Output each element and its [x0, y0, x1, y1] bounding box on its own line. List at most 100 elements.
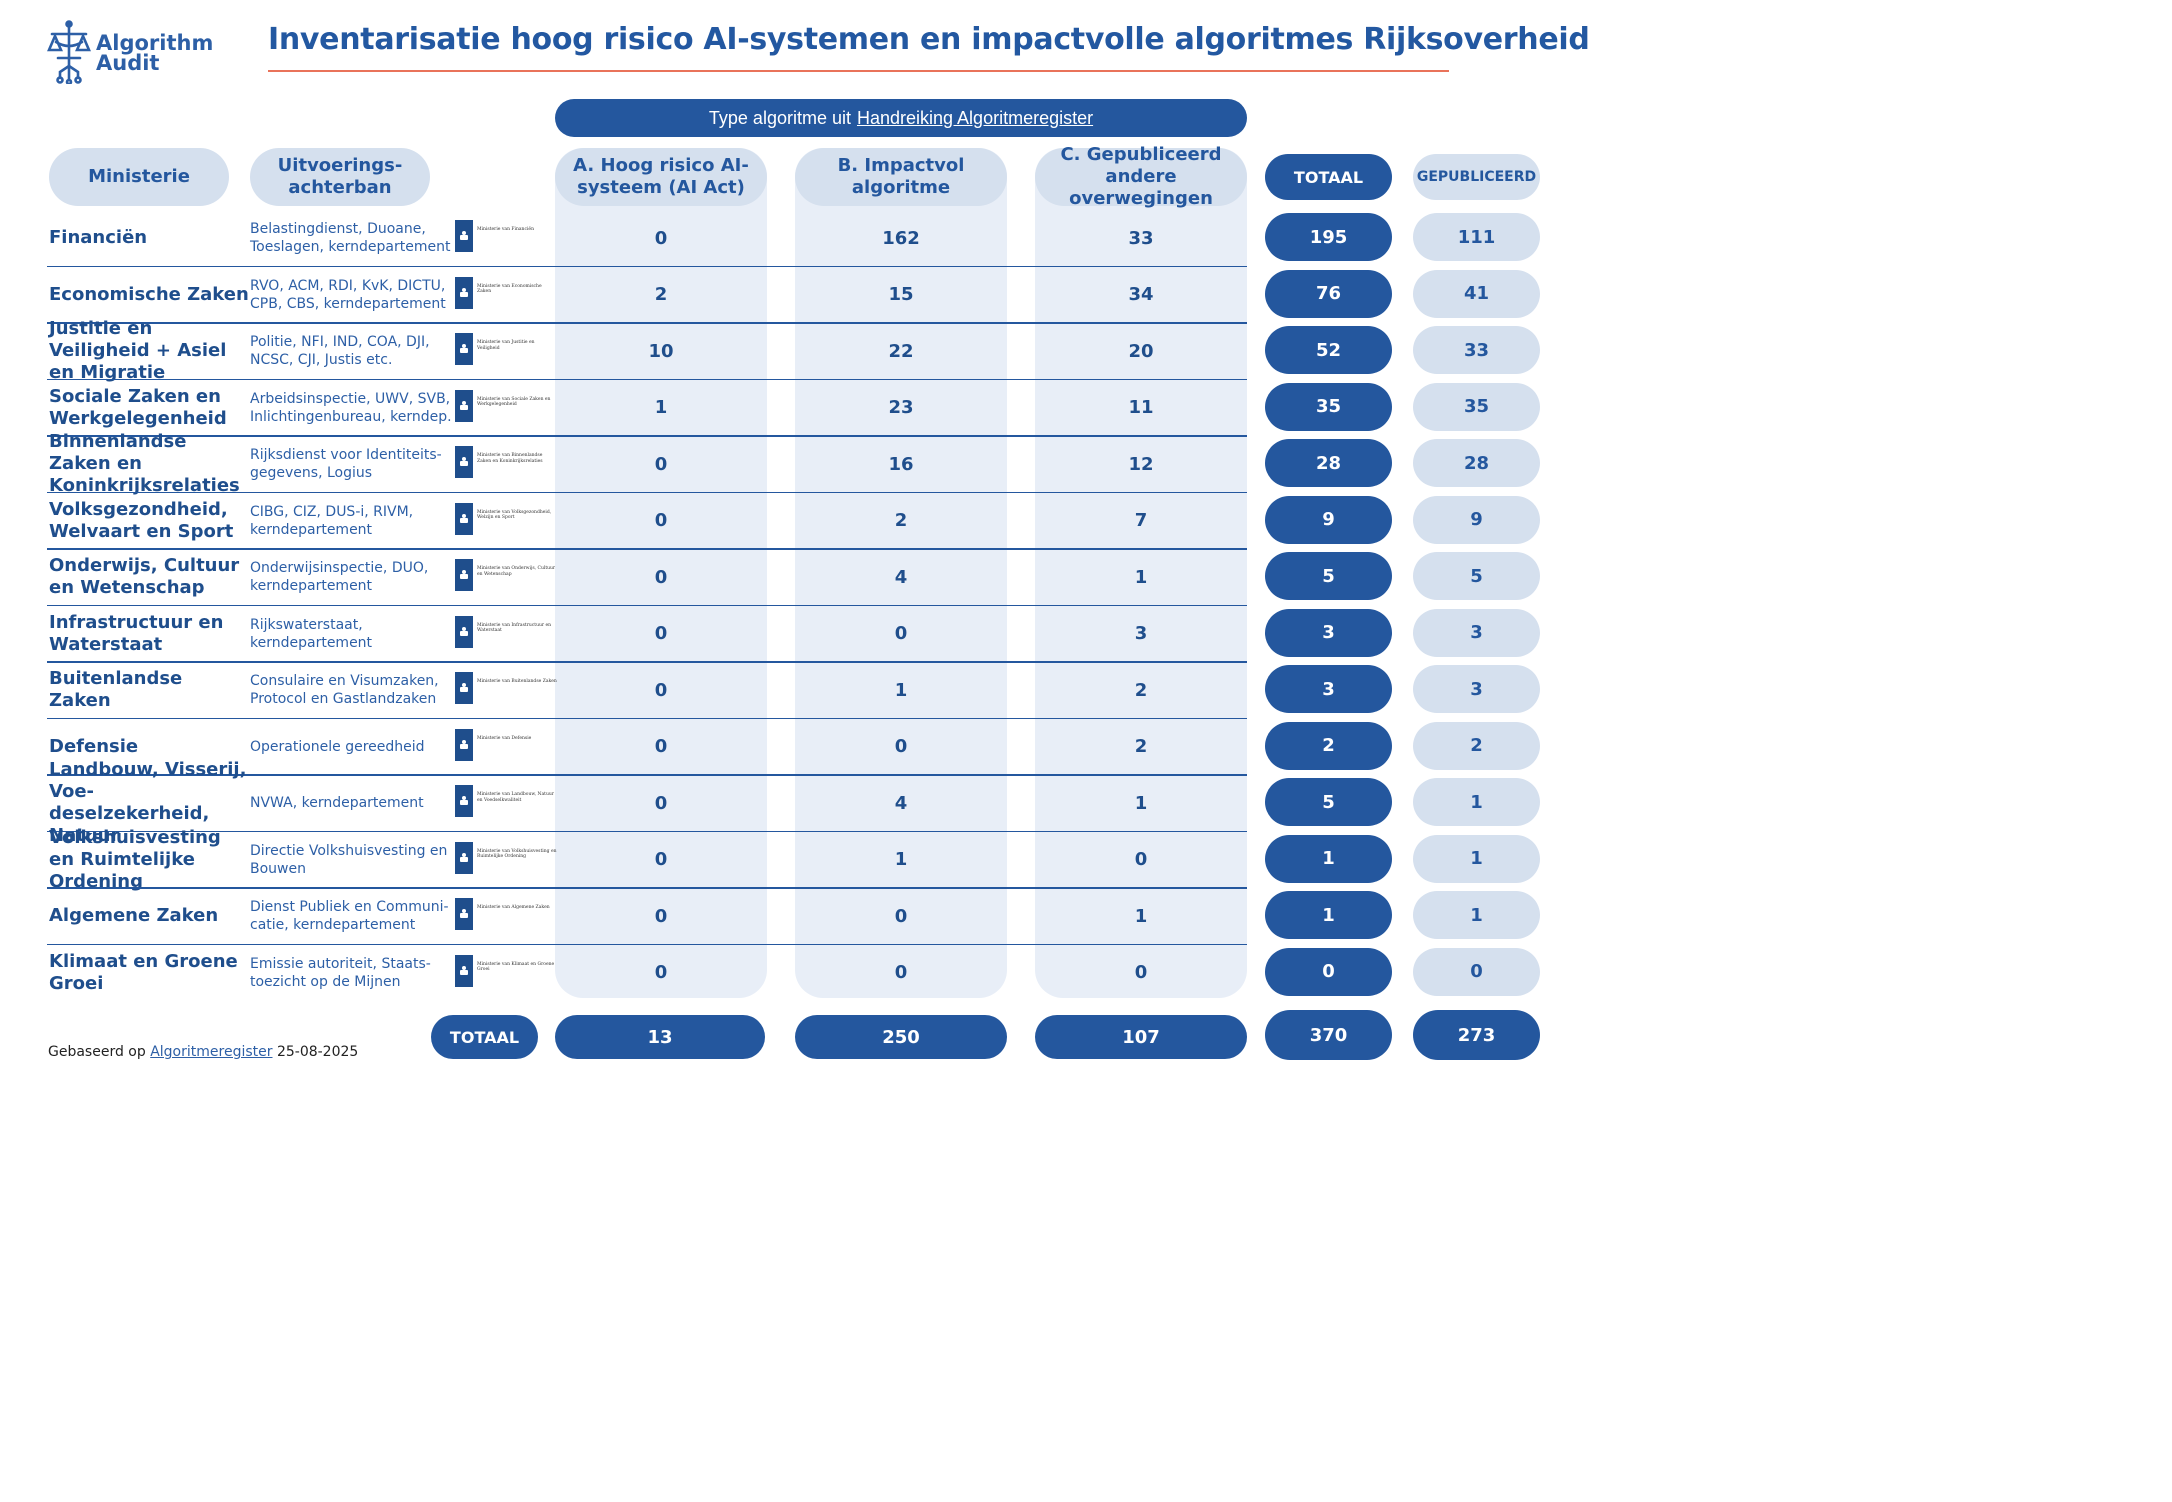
- footnote: Gebaseerd op Algoritmeregister 25-08-202…: [48, 1044, 358, 1060]
- rijkslint-crest-icon: [455, 898, 473, 930]
- total-totaal: 370: [1265, 1010, 1392, 1060]
- header-gepubliceerd: GEPUBLICEERD: [1413, 154, 1540, 200]
- uitvoering-text: Rijksdienst voor Identiteits-gegevens, L…: [250, 447, 442, 481]
- logo-line2: Audit: [96, 51, 160, 75]
- uitvoering-text: Politie, NFI, IND, COA, DJI, NCSC, CJI, …: [250, 334, 430, 368]
- rijkslint-crest-icon: [455, 672, 473, 704]
- ministry-name: Justitie en Veiligheid + Asiel en Migrat…: [49, 318, 227, 383]
- ministry-name: Landbouw, Visserij, Voe-deselzekerheid, …: [49, 759, 247, 846]
- header-ministerie: Ministerie: [49, 148, 229, 206]
- type-banner-prefix: Type algoritme uit: [708, 107, 851, 128]
- ministry-logo-name: Ministerie van Defensie: [477, 735, 532, 741]
- value-col-a: 0: [654, 962, 668, 983]
- ministry-logo-name: Ministerie van Economische Zaken: [477, 283, 542, 295]
- value-col-c: 34: [1128, 284, 1154, 305]
- value-col-c: 20: [1128, 340, 1154, 362]
- value-col-b: 0: [894, 905, 908, 927]
- row-divider: [47, 322, 1247, 324]
- table-row: Volkshuisvesting en Ruimtelijke Ordening…: [47, 826, 1247, 892]
- value-col-c: 33: [1128, 227, 1154, 249]
- uitvoering-text: Operationele gereedheid: [250, 738, 425, 755]
- total-gepubliceerd: 273: [1413, 1010, 1540, 1060]
- value-col-a: 0: [654, 679, 668, 701]
- table-row: Defensie Operationele gereedheid Ministeri…: [47, 719, 1247, 775]
- handreiking-link[interactable]: Handreiking Algoritmeregister: [856, 107, 1094, 128]
- row-divider: [47, 774, 1247, 776]
- row-totaal: 3: [1265, 665, 1392, 713]
- ministry-name: Volkshuisvesting en Ruimtelijke Ordening: [49, 826, 221, 892]
- ministry-logo: Ministerie van Buitenlandse Zaken: [455, 672, 557, 704]
- value-col-a: 1: [654, 397, 668, 418]
- value-col-b: 1: [894, 679, 908, 701]
- algoritmeregister-link[interactable]: Algoritmeregister: [150, 1044, 273, 1060]
- value-col-b: 23: [888, 397, 914, 418]
- ministry-logo: Ministerie van Defensie: [455, 728, 555, 761]
- ministry-name: Onderwijs, Cultuur en Wetenschap: [49, 555, 240, 598]
- ministry-logo-name: Ministerie van Klimaat en Groene Groei: [477, 961, 555, 973]
- total-col-b: 250: [795, 1015, 1007, 1059]
- uitvoering-text: NVWA, kerndepartement: [250, 795, 424, 811]
- table-row: Buitenlandse Zaken Consulaire en Visumzak…: [47, 662, 1247, 718]
- row-totaal: 5: [1265, 778, 1392, 826]
- value-col-b: 16: [888, 453, 914, 475]
- rijkslint-crest-icon: [455, 954, 473, 987]
- table-row: Onderwijs, Cultuur en Wetenschap Onderwij…: [47, 549, 1247, 605]
- row-gepubliceerd: 9: [1413, 495, 1540, 544]
- column-a-background: [555, 148, 767, 998]
- ministry-logo-name: Ministerie van Volkshuisvesting en Ruimt…: [477, 848, 557, 860]
- rijkslint-crest-icon: [455, 333, 473, 365]
- uitvoering-text: Belastingdienst, Duoane, Toeslagen, kern…: [250, 221, 451, 255]
- value-col-a: 0: [654, 227, 668, 249]
- type-algoritme-banner: Type algoritme uit Handreiking Algoritme…: [555, 99, 1247, 137]
- value-col-a: 0: [654, 453, 668, 475]
- row-totaal: 52: [1265, 326, 1392, 374]
- value-col-a: 0: [654, 566, 668, 588]
- footnote-prefix: Gebaseerd op: [48, 1044, 146, 1060]
- value-col-a: 10: [648, 340, 674, 362]
- ministry-logo-name: Ministerie van Buitenlandse Zaken: [477, 679, 557, 684]
- ministry-logo-name: Ministerie van Algemene Zaken: [477, 905, 550, 910]
- row-totaal: 76: [1265, 269, 1392, 318]
- table-row: Landbouw, Visserij, Voe-deselzekerheid, …: [47, 759, 1247, 846]
- row-divider: [47, 830, 1247, 832]
- header-col-c: C. Gepubliceerd andere overwegingen: [1035, 144, 1247, 209]
- table-row: Sociale Zaken en Werkgelegenheid Arbeidsi…: [47, 380, 1247, 436]
- ministry-name: Algemene Zaken: [49, 905, 219, 926]
- rijkslint-crest-icon: [455, 502, 473, 535]
- ministry-name: Klimaat en Groene Groei: [49, 950, 238, 994]
- rijkslint-crest-icon: [455, 559, 473, 591]
- rijkslint-crest-icon: [455, 841, 473, 874]
- row-gepubliceerd: 41: [1413, 269, 1540, 318]
- row-gepubliceerd: 3: [1413, 608, 1540, 657]
- row-totaal: 35: [1265, 382, 1392, 431]
- rijkslint-crest-icon: [455, 615, 473, 648]
- uitvoering-text: Directie Volkshuisvesting en Bouwen: [250, 842, 448, 877]
- value-col-b: 22: [888, 340, 914, 362]
- rijkslint-crest-icon: [455, 389, 473, 422]
- table-row: Binnenlandse Zaken en Koninkrijksrelatie…: [47, 431, 1247, 496]
- value-col-b: 4: [894, 792, 908, 814]
- ministry-logo-name: Ministerie van Volksgezondheid, Welzijn …: [477, 509, 552, 521]
- uitvoering-text: Emissie autoriteit, Staats-toezicht op d…: [250, 955, 431, 990]
- value-col-a: 0: [654, 736, 668, 757]
- value-col-a: 0: [654, 792, 668, 814]
- table-row: Klimaat en Groene Groei Emissie autoritei…: [47, 945, 1247, 1001]
- ministry-logo: Ministerie van Binnenlandse Zaken en Kon…: [455, 446, 555, 478]
- column-b-background: [795, 148, 1007, 998]
- row-gepubliceerd: 28: [1413, 439, 1540, 487]
- logo-line1: Algorithm: [96, 31, 214, 55]
- uitvoering-text: Consulaire en Visumzaken, Protocol en Ga…: [250, 673, 439, 707]
- value-col-c: 2: [1134, 736, 1148, 757]
- rijkslint-crest-icon: [455, 276, 473, 309]
- row-divider: [47, 661, 1247, 663]
- value-col-c: 11: [1128, 397, 1154, 418]
- rijkslint-crest-icon: [455, 220, 473, 252]
- ministry-logo: Ministerie van Klimaat en Groene Groei: [455, 954, 555, 987]
- ministry-logo-name: Ministerie van Sociale Zaken en Werkgele…: [477, 396, 551, 408]
- ministry-name: Volksgezondheid, Welvaart en Sport: [49, 498, 234, 542]
- row-divider: [47, 604, 1247, 606]
- ministry-name: Binnenlandse Zaken en Koninkrijksrelatie…: [49, 431, 240, 496]
- row-totaal: 2: [1265, 721, 1392, 770]
- column-c-background: [1035, 148, 1247, 998]
- uitvoering-text: Rijkswaterstaat, kerndepartement: [250, 616, 373, 651]
